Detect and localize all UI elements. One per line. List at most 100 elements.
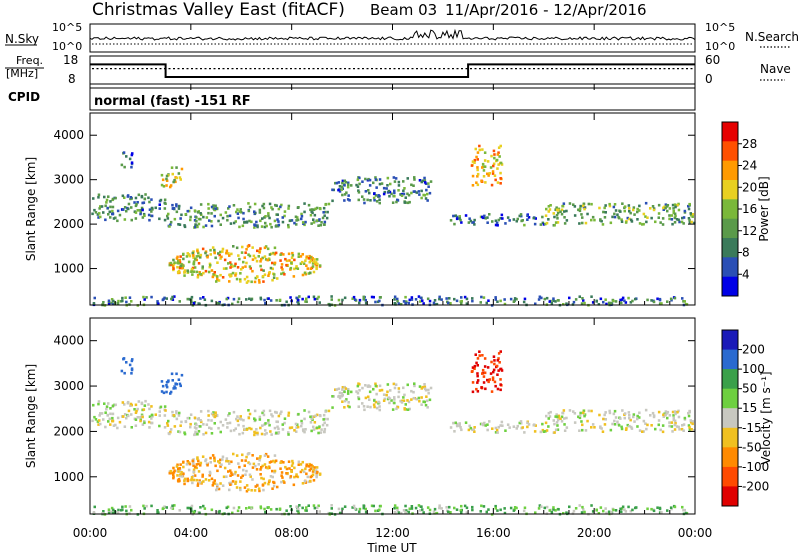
power-cell xyxy=(231,265,234,268)
power-cell xyxy=(438,295,441,299)
power-cell xyxy=(361,195,364,198)
velocity-cell xyxy=(295,426,298,429)
velocity-cell xyxy=(425,395,428,398)
power-cell xyxy=(657,216,660,219)
velocity-cell xyxy=(583,510,586,514)
power-ylabel: Slant Range [km] xyxy=(24,157,38,261)
power-cell xyxy=(688,203,691,206)
velocity-cell xyxy=(656,506,659,509)
velocity-cell xyxy=(312,425,315,429)
velocity-cell xyxy=(548,415,552,418)
power-cell xyxy=(237,254,240,257)
power-cell xyxy=(492,149,496,153)
power-cell xyxy=(304,259,307,262)
power-cell xyxy=(229,222,233,225)
velocity-cell xyxy=(612,508,615,512)
velocity-cell xyxy=(315,426,319,430)
velocity-cell xyxy=(226,426,229,429)
power-cell xyxy=(368,184,372,187)
velocity-cell xyxy=(420,396,423,399)
power-cell xyxy=(160,173,164,177)
velocity-cell xyxy=(273,460,277,464)
velocity-cell xyxy=(182,465,185,469)
velocity-cell xyxy=(565,416,568,420)
velocity-cell xyxy=(358,507,362,511)
velocity-cell xyxy=(301,482,305,485)
velocity-cell xyxy=(134,418,138,421)
velocity-cell xyxy=(257,463,260,466)
velocity-cell xyxy=(601,430,605,433)
power-cell xyxy=(401,192,404,196)
power-cell xyxy=(629,211,632,215)
power-cell xyxy=(612,299,615,303)
velocity-cell xyxy=(478,350,481,353)
velocity-cell xyxy=(682,508,685,512)
velocity-cell xyxy=(559,417,562,420)
velocity-cell xyxy=(299,463,303,466)
velocity-cell xyxy=(404,510,407,514)
power-cell xyxy=(300,217,303,221)
power-cell xyxy=(490,154,493,158)
power-cell xyxy=(599,297,603,301)
velocity-cell xyxy=(537,507,541,510)
power-cell xyxy=(268,253,272,256)
power-cell xyxy=(171,295,174,299)
power-cell xyxy=(504,222,507,225)
power-cell xyxy=(256,225,259,229)
velocity-cell xyxy=(250,427,253,431)
velocity-cell xyxy=(512,425,516,428)
power-cell xyxy=(361,180,364,183)
power-cell xyxy=(251,246,254,249)
power-cell xyxy=(471,221,474,224)
velocity-cell xyxy=(438,504,441,507)
velocity-cell xyxy=(264,422,267,425)
velocity-cell xyxy=(117,508,120,512)
power-cell xyxy=(279,205,282,209)
velocity-cell xyxy=(553,431,556,434)
velocity-cell xyxy=(134,424,138,427)
power-cell xyxy=(228,254,231,257)
velocity-cell xyxy=(281,476,284,479)
power-cell xyxy=(177,172,181,175)
power-cell xyxy=(386,176,390,180)
power-cell xyxy=(170,297,173,301)
velocity-cell xyxy=(276,425,279,429)
power-cell xyxy=(650,216,653,220)
power-cell xyxy=(582,202,586,206)
velocity-cell xyxy=(556,424,559,427)
noise-left-tick-top: 10^5 xyxy=(52,21,82,34)
velocity-cell xyxy=(189,413,193,416)
velocity-cell xyxy=(650,424,653,427)
velocity-cell xyxy=(681,505,684,509)
power-cell xyxy=(223,258,227,262)
power-cell xyxy=(213,251,216,255)
power-cell xyxy=(641,223,644,226)
power-cell xyxy=(334,181,337,185)
velocity-cell xyxy=(253,489,257,492)
velocity-cell xyxy=(581,505,584,509)
velocity-cell xyxy=(658,507,662,511)
power-cell xyxy=(410,296,414,299)
velocity-cell xyxy=(103,402,106,405)
power-cell xyxy=(174,180,177,184)
power-cell xyxy=(99,215,102,219)
velocity-cell xyxy=(172,387,175,390)
velocity-cell xyxy=(666,509,669,512)
power-cell xyxy=(586,212,589,216)
velocity-cell xyxy=(194,433,197,436)
velocity-cell xyxy=(101,512,104,515)
power-cell xyxy=(256,275,259,279)
power-cell xyxy=(620,298,624,301)
power-cell xyxy=(268,202,272,206)
velocity-cell xyxy=(568,505,571,509)
velocity-cell xyxy=(315,466,319,469)
velocity-cell xyxy=(402,386,405,390)
power-cell xyxy=(687,217,691,220)
velocity-cell xyxy=(192,468,196,472)
power-cell xyxy=(476,158,479,161)
velocity-cell xyxy=(550,510,554,514)
velocity-cell xyxy=(165,384,168,387)
velocity-cell xyxy=(373,399,376,402)
velocity-cell xyxy=(541,428,545,432)
velocity-cell xyxy=(232,410,236,414)
